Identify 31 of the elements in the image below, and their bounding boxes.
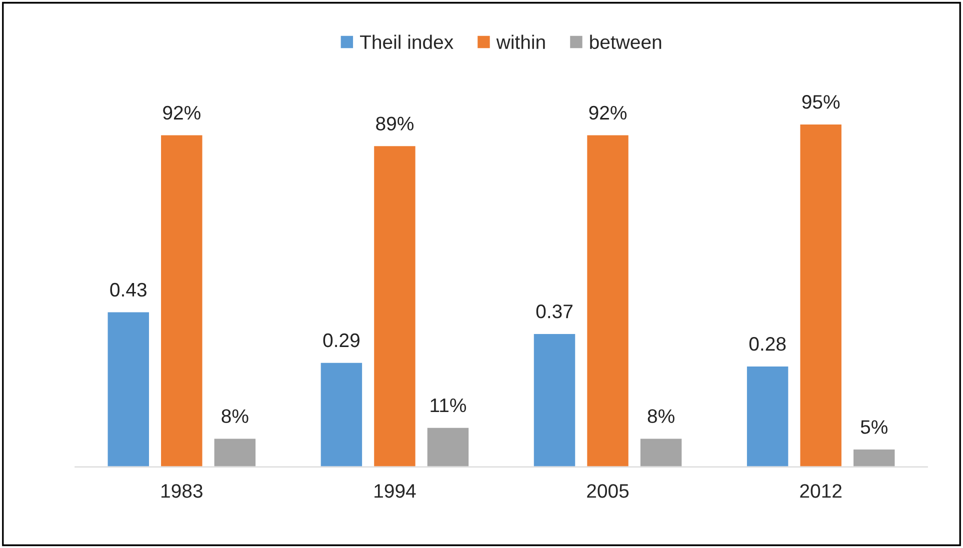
x-tick-label: 1983 <box>162 484 202 498</box>
bar <box>586 134 630 467</box>
bar <box>532 332 577 467</box>
bar <box>212 437 257 467</box>
legend-label: between <box>590 34 662 50</box>
data-label: 95% <box>802 95 840 109</box>
data-label: 0.43 <box>110 282 146 297</box>
x-tick-label: 1994 <box>374 484 416 498</box>
bar <box>426 426 470 467</box>
x-tick-label: 2005 <box>587 484 629 498</box>
bar <box>160 134 204 467</box>
bar <box>319 361 364 467</box>
data-label: 0.37 <box>536 304 572 318</box>
data-label: 5% <box>860 420 888 434</box>
data-label: 11% <box>430 398 466 412</box>
legend-label: Theil index <box>360 34 454 50</box>
bar <box>798 123 843 467</box>
data-label: 0.28 <box>749 337 786 351</box>
bar <box>106 310 150 467</box>
data-label: 8% <box>648 409 674 424</box>
bar <box>639 437 684 467</box>
bar <box>372 144 417 467</box>
bar <box>746 365 790 467</box>
data-label: 0.29 <box>323 333 360 348</box>
data-label: 8% <box>222 409 248 424</box>
data-label: 92% <box>163 106 200 120</box>
bar <box>852 448 896 467</box>
data-label: 89% <box>376 116 414 130</box>
legend-label: within <box>496 34 545 49</box>
data-label: 92% <box>589 106 627 120</box>
x-tick-label: 2012 <box>800 484 842 498</box>
